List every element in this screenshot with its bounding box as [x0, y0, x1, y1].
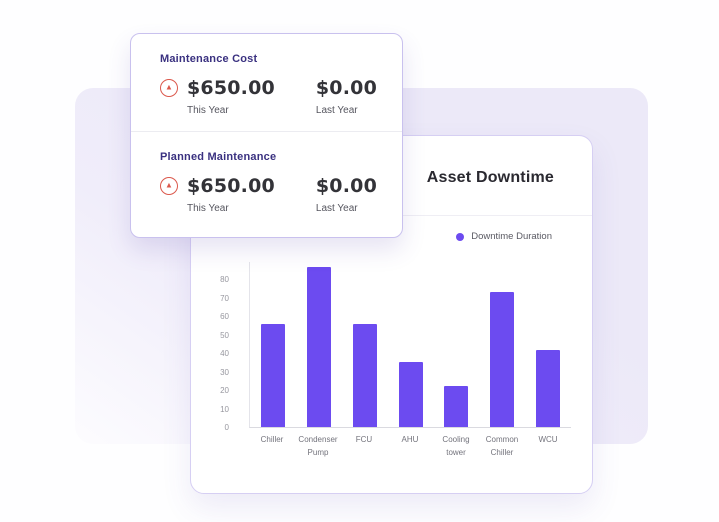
x-labels: Chiller Condenser Pump FCU AHU Cooling tower… [249, 434, 571, 460]
last-year-label: Last Year [315, 105, 358, 116]
x-category-label: Condenser Pump [298, 435, 338, 457]
trend-up-glyph: ▲ [165, 82, 173, 92]
x-category-label: Cooling tower [442, 435, 470, 457]
downtime-bar[interactable] [260, 323, 285, 427]
y-tick-label: 30 [220, 367, 229, 377]
this-year-value: $650.00 [187, 175, 275, 197]
trend-up-icon: ▲ [160, 79, 178, 97]
bar-slot [342, 262, 388, 427]
last-year-block: $0.00 Last Year [316, 175, 377, 214]
y-tick-label: 50 [220, 330, 229, 340]
y-tick-label: 20 [220, 386, 229, 396]
section-title: Maintenance Cost [160, 53, 258, 65]
this-year-label: This Year [187, 105, 229, 116]
x-category-label: Chiller [260, 435, 284, 444]
bar-slot [250, 262, 296, 427]
y-tick-label: 10 [220, 404, 229, 414]
downtime-bar[interactable] [306, 266, 331, 427]
x-category-label: AHU [401, 435, 419, 444]
trend-up-icon: ▲ [160, 177, 178, 195]
trend-up-glyph: ▲ [165, 180, 173, 190]
y-tick-label: 0 [224, 423, 229, 432]
y-tick-label: 60 [220, 312, 229, 322]
bar-slot [525, 262, 571, 427]
bars [250, 262, 571, 427]
last-year-value: $0.00 [315, 77, 377, 99]
legend-dot-icon [456, 232, 465, 241]
maintenance-cost-section: Maintenance Cost ▲ $650.00 This Year $0.… [131, 34, 402, 132]
last-year-block: $0.00 Last Year [316, 77, 377, 116]
legend-label: Downtime Duration [471, 231, 552, 242]
bar-slot [479, 262, 525, 427]
bar-slot [388, 262, 434, 427]
x-category-label: FCU [355, 435, 373, 444]
downtime-bar[interactable] [444, 386, 469, 427]
y-axis: 0 10 20 30 40 50 60 70 80 [191, 262, 239, 432]
stat-row: ▲ $650.00 This Year $0.00 Last Year [160, 77, 377, 116]
planned-maintenance-section: Planned Maintenance ▲ $650.00 This Year … [131, 132, 402, 229]
chart-legend[interactable]: Downtime Duration [191, 231, 592, 242]
this-year-value: $650.00 [187, 77, 275, 99]
y-tick-label: 70 [220, 293, 229, 303]
downtime-bar[interactable] [536, 349, 561, 427]
bar-slot [296, 262, 342, 427]
chart-title: Asset Downtime [426, 169, 554, 186]
this-year-block: $650.00 This Year [187, 77, 275, 116]
downtime-bar[interactable] [352, 323, 377, 427]
downtime-bar[interactable] [398, 362, 423, 427]
this-year-block: $650.00 This Year [187, 175, 275, 214]
stat-row: ▲ $650.00 This Year $0.00 Last Year [160, 175, 377, 214]
x-category-label: Common Chiller [485, 435, 519, 457]
downtime-bar[interactable] [490, 292, 515, 427]
maintenance-stats-card: Maintenance Cost ▲ $650.00 This Year $0.… [130, 33, 403, 238]
this-year-label: This Year [187, 203, 229, 214]
last-year-value: $0.00 [315, 175, 377, 197]
bar-chart-plot [249, 262, 571, 428]
last-year-label: Last Year [315, 203, 358, 214]
y-tick-label: 80 [220, 275, 229, 285]
section-title: Planned Maintenance [160, 151, 277, 163]
y-tick-label: 40 [220, 349, 229, 359]
x-category-label: WCU [538, 435, 558, 444]
bar-slot [433, 262, 479, 427]
